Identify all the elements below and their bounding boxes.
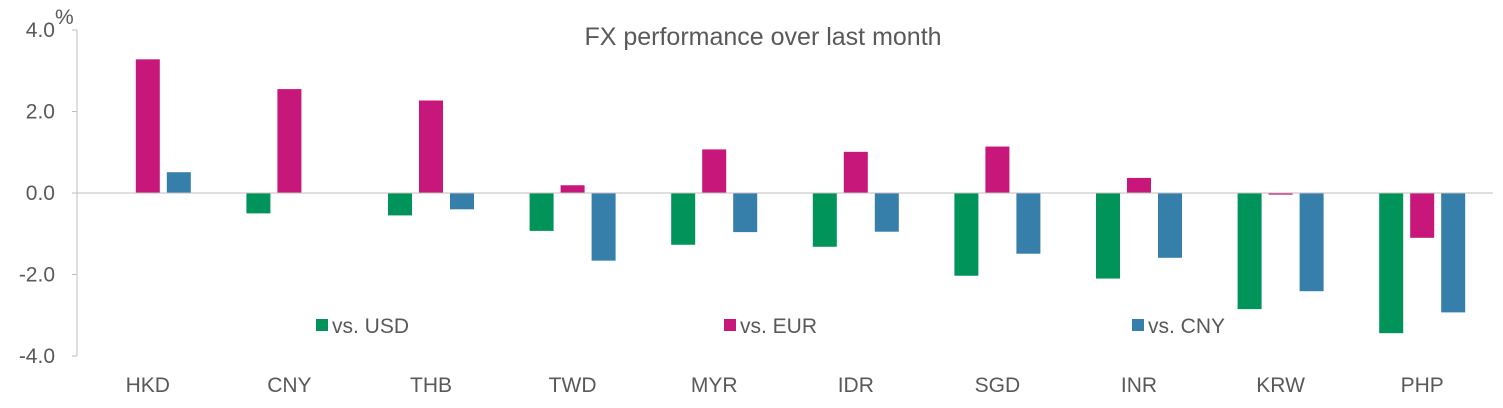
- legend-label: vs. USD: [332, 315, 409, 338]
- y-tick-label: -4.0: [19, 345, 55, 368]
- bar-thb-vs-usd: [388, 193, 412, 216]
- legend-label: vs. EUR: [740, 315, 817, 338]
- bar-sgd-vs-eur: [985, 146, 1010, 193]
- bar-krw-vs-usd: [1237, 193, 1262, 310]
- y-tick-label: 4.0: [26, 19, 55, 42]
- y-tick-label: 2.0: [26, 101, 55, 124]
- bar-sgd-vs-cny: [1016, 193, 1041, 254]
- bar-idr-vs-usd: [812, 193, 837, 247]
- y-axis-ticks: 4.0 2.0 0.0 -2.0 -4.0: [19, 19, 77, 368]
- bar-inr-vs-cny: [1158, 193, 1182, 258]
- category-label: SGD: [975, 374, 1021, 397]
- bar-thb-vs-eur: [419, 100, 443, 193]
- category-label: PHP: [1401, 374, 1444, 397]
- category-label: INR: [1121, 374, 1157, 397]
- bars: [135, 59, 1466, 334]
- bar-thb-vs-cny: [450, 193, 474, 210]
- bar-idr-vs-cny: [874, 193, 899, 232]
- category-label: KRW: [1256, 374, 1305, 397]
- bar-hkd-vs-eur: [135, 59, 160, 194]
- chart-title: FX performance over last month: [584, 23, 941, 51]
- legend-label: vs. CNY: [1148, 315, 1225, 338]
- bar-myr-vs-eur: [702, 149, 727, 193]
- legend: vs. USD vs. EUR vs. CNY: [316, 315, 1225, 338]
- legend-swatch: [1132, 319, 1144, 331]
- bar-sgd-vs-usd: [954, 193, 979, 276]
- category-label: TWD: [549, 374, 597, 397]
- category-labels: HKD CNY THB TWD MYR IDR SGD INR KRW PHP: [126, 374, 1444, 397]
- bar-idr-vs-eur: [843, 151, 868, 193]
- bar-krw-vs-cny: [1299, 193, 1324, 292]
- bar-myr-vs-cny: [733, 193, 758, 233]
- bar-inr-vs-eur: [1127, 177, 1151, 193]
- bar-twd-vs-cny: [591, 193, 616, 261]
- category-label: CNY: [267, 374, 311, 397]
- bar-cny-vs-usd: [246, 193, 271, 214]
- category-label: HKD: [126, 374, 170, 397]
- bar-twd-vs-usd: [529, 193, 554, 231]
- bar-php-vs-eur: [1410, 193, 1435, 238]
- bar-twd-vs-eur: [560, 185, 585, 193]
- bar-php-vs-cny: [1441, 193, 1466, 313]
- bar-hkd-vs-cny: [166, 172, 191, 193]
- bar-cny-vs-eur: [277, 89, 302, 193]
- bar-inr-vs-usd: [1096, 193, 1120, 279]
- y-axis-unit: %: [55, 6, 74, 29]
- legend-swatch: [724, 319, 736, 331]
- y-tick-label: 0.0: [26, 182, 55, 205]
- category-label: THB: [410, 374, 452, 397]
- category-label: MYR: [691, 374, 738, 397]
- y-tick-label: -2.0: [19, 264, 55, 287]
- bar-php-vs-usd: [1379, 193, 1404, 334]
- category-label: IDR: [838, 374, 874, 397]
- bar-myr-vs-usd: [671, 193, 696, 245]
- legend-swatch: [316, 319, 328, 331]
- bar-krw-vs-eur: [1268, 193, 1293, 195]
